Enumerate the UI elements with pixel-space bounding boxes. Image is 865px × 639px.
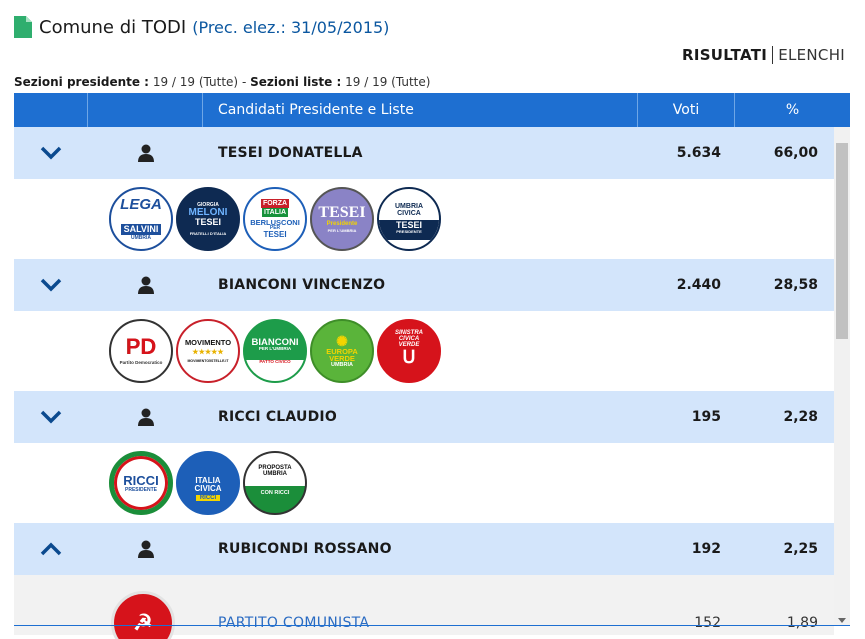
sinistra-symbol-icon: Ս bbox=[402, 347, 416, 367]
table-header: Candidati Presidente e Liste Voti % bbox=[14, 93, 850, 127]
ricci-presidente-logo[interactable]: RICCI PRESIDENTE bbox=[109, 451, 173, 515]
hammer-sickle-icon: ☭ bbox=[133, 610, 153, 635]
header-percent: % bbox=[785, 102, 800, 118]
bianconi-per-umbria-logo[interactable]: BIANCONI PER L'UMBRIA PATTO CIVICO bbox=[243, 319, 307, 383]
umbria-civica-logo[interactable]: UMBRIA CIVICA TESEI PRESIDENTE bbox=[377, 187, 441, 251]
scroll-down-arrow-icon[interactable] bbox=[838, 618, 846, 623]
expand-toggle[interactable] bbox=[14, 146, 88, 160]
page-header: Comune di TODI (Prec. elez.: 31/05/2015) bbox=[14, 16, 389, 38]
sunflower-icon: ✺ bbox=[336, 332, 348, 349]
candidate-row[interactable]: RICCI CLAUDIO 195 2,28 bbox=[14, 391, 834, 443]
president-sections-label: Sezioni presidente : bbox=[14, 75, 149, 89]
candidate-name: RUBICONDI ROSSANO bbox=[218, 541, 392, 557]
candidate-name: RICCI CLAUDIO bbox=[218, 409, 337, 425]
tab-elenchi[interactable]: ELENCHI bbox=[778, 46, 845, 64]
italia-civica-ricci-logo[interactable]: ITALIA CIVICA RICCI bbox=[176, 451, 240, 515]
list-percent: 1,89 bbox=[786, 615, 818, 631]
list-sections-value: 19 / 19 (Tutte) bbox=[345, 75, 431, 89]
person-icon bbox=[88, 540, 203, 558]
scrollbar-thumb[interactable] bbox=[836, 143, 848, 339]
candidate-row[interactable]: TESEI DONATELLA 5.634 66,00 bbox=[14, 127, 834, 179]
chevron-down-icon bbox=[40, 278, 62, 292]
candidate-percent: 2,25 bbox=[783, 541, 818, 557]
tab-risultati[interactable]: RISULTATI bbox=[682, 46, 774, 64]
list-votes: 152 bbox=[694, 615, 721, 631]
candidate-percent: 2,28 bbox=[783, 409, 818, 425]
list-name[interactable]: PARTITO COMUNISTA bbox=[218, 615, 370, 631]
sinistra-civica-verde-logo[interactable]: SINISTRA CIVICA VERDE Ս bbox=[377, 319, 441, 383]
candidate-name: TESEI DONATELLA bbox=[218, 145, 363, 161]
president-sections-value: 19 / 19 (Tutte) bbox=[152, 75, 239, 89]
partito-democratico-logo[interactable]: PD Partito Democratico bbox=[109, 319, 173, 383]
chevron-down-icon bbox=[40, 146, 62, 160]
sections-summary: Sezioni presidente : 19 / 19 (Tutte) - S… bbox=[14, 75, 430, 89]
candidate-name: BIANCONI VINCENZO bbox=[218, 277, 386, 293]
candidate-votes: 195 bbox=[691, 409, 721, 425]
partito-comunista-logo: ☭ bbox=[111, 591, 175, 639]
header-expand-column bbox=[14, 93, 88, 127]
sections-separator: - bbox=[241, 75, 247, 89]
scrollbar[interactable] bbox=[834, 127, 850, 625]
candidate-votes: 192 bbox=[691, 541, 721, 557]
view-tabs: RISULTATI ELENCHI bbox=[682, 46, 845, 64]
movimento-5-stelle-logo[interactable]: MOVIMENTO ★★★★★ MOVIMENTO5STELLE.IT bbox=[176, 319, 240, 383]
list-logos-row: RICCI PRESIDENTE ITALIA CIVICA RICCI PRO… bbox=[14, 443, 834, 523]
results-table: Candidati Presidente e Liste Voti % TESE… bbox=[14, 93, 850, 639]
expand-toggle[interactable] bbox=[14, 278, 88, 292]
candidate-votes: 5.634 bbox=[676, 145, 721, 161]
candidate-row[interactable]: BIANCONI VINCENZO 2.440 28,58 bbox=[14, 259, 834, 311]
candidate-percent: 66,00 bbox=[773, 145, 818, 161]
list-sections-label: Sezioni liste : bbox=[250, 75, 342, 89]
candidate-votes: 2.440 bbox=[676, 277, 721, 293]
header-candidates: Candidati Presidente e Liste bbox=[203, 93, 638, 127]
person-icon bbox=[88, 144, 203, 162]
proposta-umbria-logo[interactable]: PROPOSTA UMBRIA CON RICCI bbox=[243, 451, 307, 515]
header-icon-column bbox=[88, 93, 203, 127]
list-row[interactable]: ☭ PARTITO COMUNISTA 152 1,89 bbox=[14, 575, 834, 639]
header-votes: Voti bbox=[638, 93, 735, 127]
candidate-percent: 28,58 bbox=[773, 277, 818, 293]
list-logo-cell: ☭ bbox=[14, 575, 203, 639]
page-title: Comune di TODI bbox=[39, 16, 187, 38]
person-icon bbox=[88, 276, 203, 294]
forza-italia-logo[interactable]: FORZA ITALIA BERLUSCONI PER TESEI bbox=[243, 187, 307, 251]
table-body: TESEI DONATELLA 5.634 66,00 LEGA SALVINI… bbox=[14, 127, 834, 639]
chevron-down-icon bbox=[40, 410, 62, 424]
candidate-row[interactable]: RUBICONDI ROSSANO 192 2,25 bbox=[14, 523, 834, 575]
person-icon bbox=[88, 408, 203, 426]
document-icon bbox=[14, 16, 32, 38]
tesei-presidente-logo[interactable]: TESEI Presidente PER L'UMBRIA bbox=[310, 187, 374, 251]
list-logos-row: LEGA SALVINI UMBRIA GIORGIA MELONI TESEI… bbox=[14, 179, 834, 259]
chevron-up-icon bbox=[40, 542, 62, 556]
fratelli-italia-logo[interactable]: GIORGIA MELONI TESEI FRATELLI D'ITALIA bbox=[176, 187, 240, 251]
expand-toggle[interactable] bbox=[14, 410, 88, 424]
previous-election-link[interactable]: (Prec. elez.: 31/05/2015) bbox=[192, 17, 390, 37]
list-logos-row: PD Partito Democratico MOVIMENTO ★★★★★ M… bbox=[14, 311, 834, 391]
collapse-toggle[interactable] bbox=[14, 542, 88, 556]
lega-salvini-umbria-logo[interactable]: LEGA SALVINI UMBRIA bbox=[109, 187, 173, 251]
europa-verde-umbria-logo[interactable]: ✺ EUROPA VERDE UMBRIA bbox=[310, 319, 374, 383]
table-bottom-border bbox=[14, 625, 850, 626]
